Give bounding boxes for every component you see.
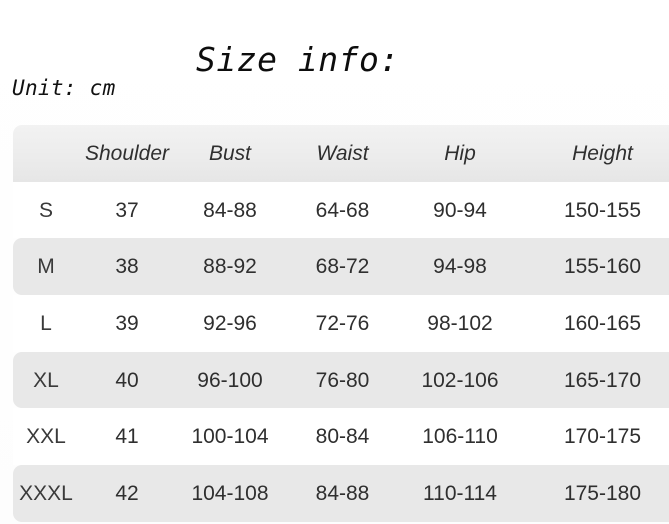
size-table: Shoulder Bust Waist Hip Height S 37 84-8… (13, 125, 669, 522)
cell-shoulder: 40 (79, 351, 175, 409)
cell-shoulder: 41 (79, 408, 175, 466)
cell-waist: 84-88 (285, 465, 400, 522)
cell-hip: 110-114 (400, 465, 520, 522)
cell-size: M (13, 238, 79, 296)
cell-shoulder: 38 (79, 238, 175, 296)
cell-hip: 106-110 (400, 408, 520, 466)
cell-hip: 94-98 (400, 238, 520, 296)
cell-size: S (13, 181, 79, 239)
cell-hip: 98-102 (400, 295, 520, 352)
cell-shoulder: 37 (79, 181, 175, 239)
cell-height: 170-175 (520, 408, 669, 466)
column-header-bust: Bust (175, 125, 285, 182)
table-row: M 38 88-92 68-72 94-98 155-160 (13, 238, 669, 296)
page-title: Size info: (196, 40, 400, 79)
cell-waist: 76-80 (285, 351, 400, 409)
table-body: S 37 84-88 64-68 90-94 150-155 M 38 88-9… (13, 181, 669, 522)
table-row: L 39 92-96 72-76 98-102 160-165 (13, 295, 669, 352)
column-header-size (13, 125, 79, 182)
cell-bust: 84-88 (175, 181, 285, 239)
table-row: XXXL 42 104-108 84-88 110-114 175-180 (13, 465, 669, 522)
column-header-shoulder: Shoulder (79, 125, 175, 182)
cell-height: 155-160 (520, 238, 669, 296)
table-header-row: Shoulder Bust Waist Hip Height (13, 125, 669, 182)
cell-waist: 80-84 (285, 408, 400, 466)
column-header-hip: Hip (400, 125, 520, 182)
unit-note: Unit: cm (12, 76, 116, 100)
cell-waist: 68-72 (285, 238, 400, 296)
cell-hip: 102-106 (400, 351, 520, 409)
table-row: XXL 41 100-104 80-84 106-110 170-175 (13, 408, 669, 466)
column-header-waist: Waist (285, 125, 400, 182)
cell-size: L (13, 295, 79, 352)
table-header: Shoulder Bust Waist Hip Height (13, 125, 669, 182)
cell-shoulder: 42 (79, 465, 175, 522)
cell-bust: 96-100 (175, 351, 285, 409)
column-header-height: Height (520, 125, 669, 182)
cell-height: 175-180 (520, 465, 669, 522)
cell-bust: 88-92 (175, 238, 285, 296)
cell-bust: 104-108 (175, 465, 285, 522)
table-row: XL 40 96-100 76-80 102-106 165-170 (13, 351, 669, 409)
cell-size: XL (13, 351, 79, 409)
cell-height: 165-170 (520, 351, 669, 409)
cell-size: XXL (13, 408, 79, 466)
cell-bust: 100-104 (175, 408, 285, 466)
cell-hip: 90-94 (400, 181, 520, 239)
cell-shoulder: 39 (79, 295, 175, 352)
cell-bust: 92-96 (175, 295, 285, 352)
table-row: S 37 84-88 64-68 90-94 150-155 (13, 181, 669, 239)
cell-waist: 64-68 (285, 181, 400, 239)
cell-size: XXXL (13, 465, 79, 522)
cell-waist: 72-76 (285, 295, 400, 352)
size-table-container: Shoulder Bust Waist Hip Height S 37 84-8… (13, 125, 669, 523)
cell-height: 160-165 (520, 295, 669, 352)
cell-height: 150-155 (520, 181, 669, 239)
